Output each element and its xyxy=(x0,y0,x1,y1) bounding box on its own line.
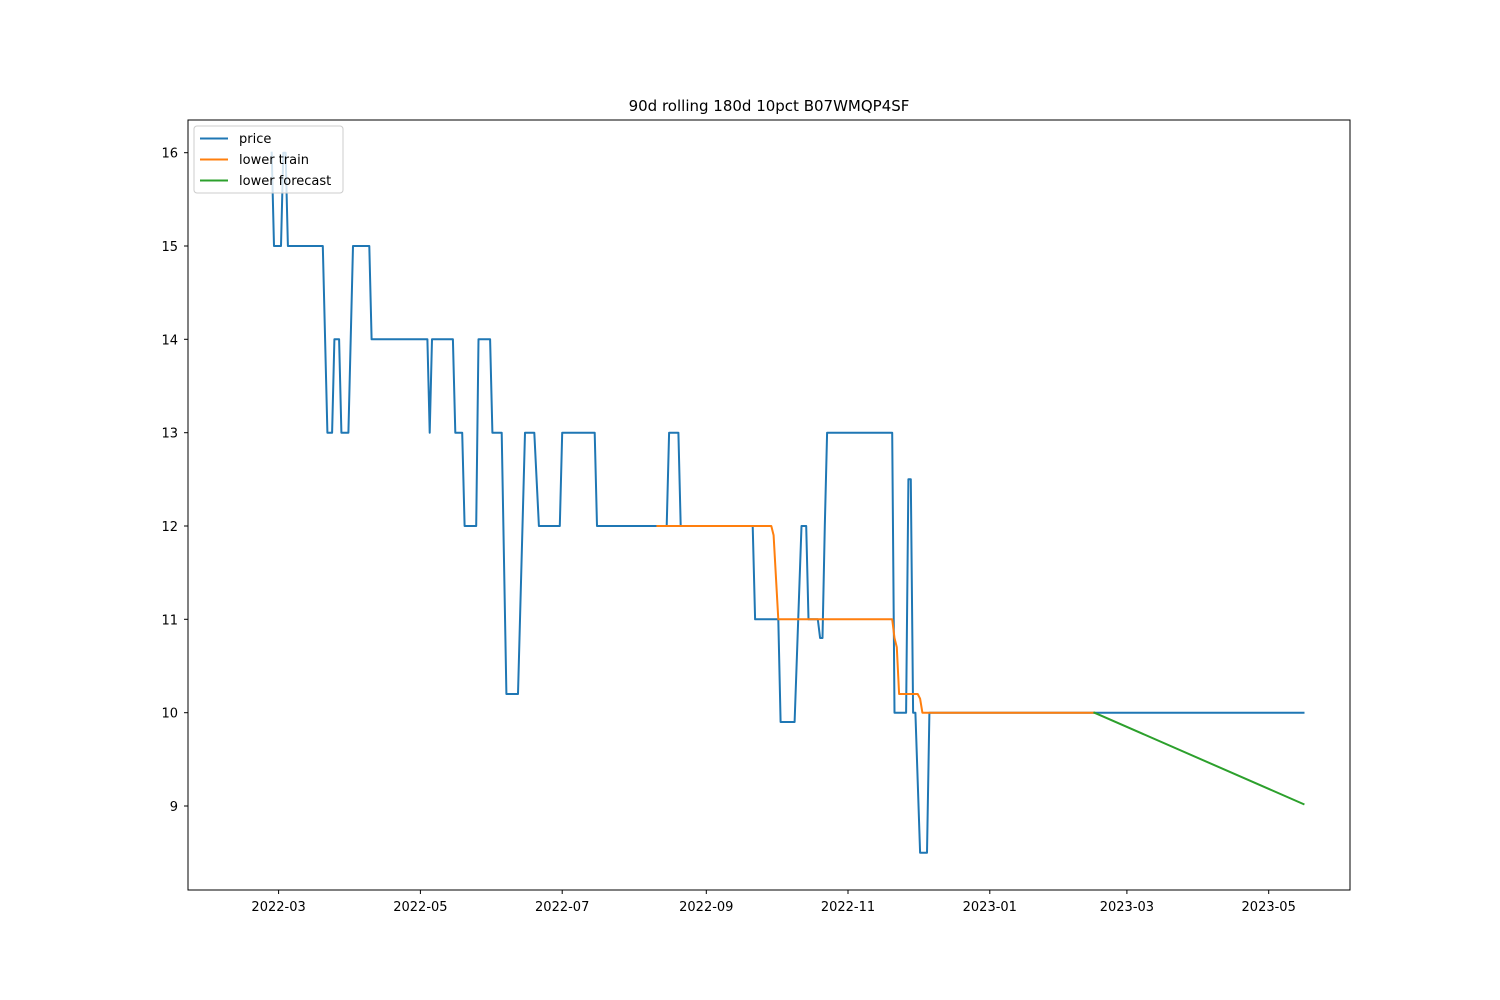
series-line-lower-forecast xyxy=(1093,711,1305,806)
plot-area xyxy=(187,119,1351,891)
x-axis: 2022-03 2022-05 2022-07 2022-09 2022-11 2023-… xyxy=(251,890,1296,915)
x-tick-label: 2022-07 xyxy=(535,900,589,915)
y-tick-label: 11 xyxy=(161,613,178,628)
y-tick-label: 15 xyxy=(161,240,178,255)
legend: price lower train lower forecast xyxy=(193,125,344,194)
y-tick-label: 9 xyxy=(170,800,178,815)
x-tick-label: 2023-05 xyxy=(1242,900,1296,915)
plot-frame xyxy=(187,119,1351,891)
legend-label-price: price xyxy=(239,132,271,147)
y-tick-label: 10 xyxy=(161,707,178,722)
legend-label-lower-forecast: lower forecast xyxy=(239,174,331,189)
y-tick-label: 14 xyxy=(161,333,178,348)
x-tick-label: 2022-09 xyxy=(679,900,733,915)
x-tick-label: 2022-05 xyxy=(393,900,447,915)
y-axis: 9 10 11 12 13 14 15 16 xyxy=(161,147,188,815)
x-tick-label: 2023-01 xyxy=(963,900,1017,915)
y-tick-label: 13 xyxy=(161,427,178,442)
x-tick-label: 2022-11 xyxy=(821,900,875,915)
chart-title: 90d rolling 180d 10pct B07WMQP4SF xyxy=(629,97,910,115)
series-line-price xyxy=(270,151,1305,854)
x-tick-label: 2023-03 xyxy=(1100,900,1154,915)
y-tick-label: 12 xyxy=(161,520,178,535)
plot-background xyxy=(188,120,1350,890)
series-line-lower-train xyxy=(656,525,1096,714)
legend-label-lower-train: lower train xyxy=(239,153,309,168)
series-layer xyxy=(270,151,1305,854)
legend-box xyxy=(193,125,344,194)
y-tick-label: 16 xyxy=(161,147,178,162)
x-tick-label: 2022-03 xyxy=(251,900,305,915)
